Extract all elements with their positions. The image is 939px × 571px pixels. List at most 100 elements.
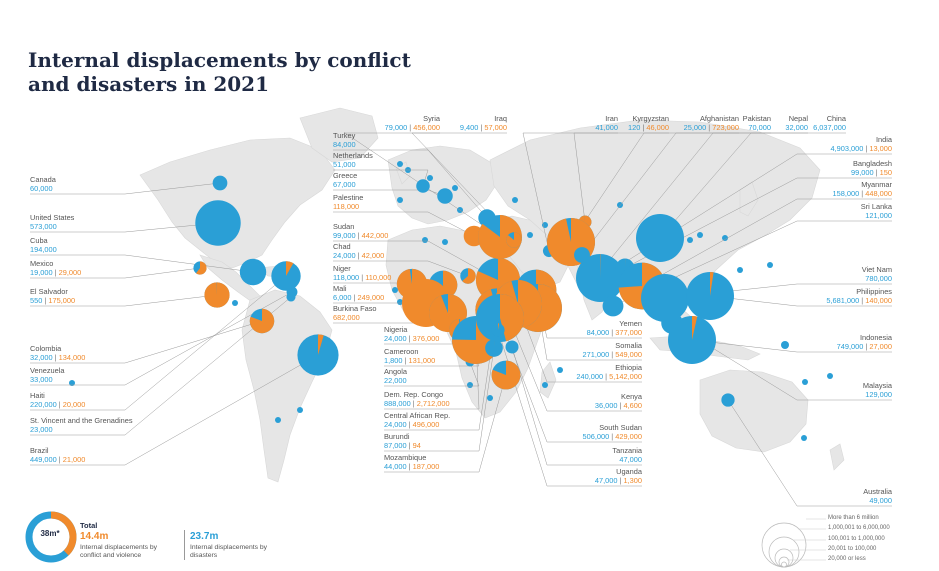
leader-line-brazil xyxy=(30,354,319,466)
disaster-value: 249,000 xyxy=(357,293,385,302)
disaster-value: 723,000 xyxy=(712,123,739,132)
country-values: 87,000 | 94 xyxy=(384,441,421,450)
country-name: Syria xyxy=(423,114,440,123)
country-name: United States xyxy=(30,213,75,222)
label-dr-congo: Dem. Rep. Congo 888,000 | 2,712,000 xyxy=(384,390,450,408)
minor-displacement-bubble xyxy=(442,239,448,245)
country-values: 84,000 xyxy=(333,140,356,149)
value-separator: | xyxy=(406,441,413,450)
legend-item-l: 1,000,001 to 6,000,000 xyxy=(828,525,890,531)
minor-displacement-bubble xyxy=(802,379,808,385)
value-separator: | xyxy=(56,400,63,409)
displacement-value: 682,000 xyxy=(333,313,360,322)
label-kyrgyzstan: Kyrgyzstan 120 | 46,000 xyxy=(628,114,669,132)
land-madagascar xyxy=(539,361,557,399)
disaster-value: 134,000 xyxy=(58,353,86,362)
country-name: Cameroon xyxy=(384,347,419,356)
country-values: 5,681,000 | 140,000 xyxy=(826,296,892,305)
minor-displacement-bubble xyxy=(827,373,833,379)
label-philippines: Philippines 5,681,000 | 140,000 xyxy=(826,287,892,305)
bubble-united-states xyxy=(195,200,241,246)
conflict-value: 6,000 xyxy=(333,293,352,302)
disaster-value: 57,000 xyxy=(484,123,507,132)
country-values: 682,000 xyxy=(333,313,377,322)
bubble-india xyxy=(576,254,624,302)
conflict-value: 24,000 xyxy=(333,251,356,260)
label-mexico: Mexico 19,000 | 29,000 xyxy=(30,259,81,277)
disaster-value: 187,000 xyxy=(412,462,440,471)
label-india: India 4,903,000 | 13,000 xyxy=(830,135,892,153)
leader-line-burundi xyxy=(384,347,495,452)
country-name: Afghanistan xyxy=(699,114,739,123)
leader-line-kenya xyxy=(510,322,642,412)
conflict-value: 99,000 xyxy=(851,168,874,177)
disaster-value: 175,000 xyxy=(48,296,76,305)
label-somalia: Somalia 271,000 | 549,000 xyxy=(583,341,642,359)
conflict-value: 44,000 xyxy=(384,462,407,471)
label-iraq: Iraq 9,400 | 57,000 xyxy=(460,114,507,132)
country-name: Sri Lanka xyxy=(860,202,892,211)
value-separator: | xyxy=(617,476,624,485)
country-values: 1,800 | 131,000 xyxy=(384,356,435,365)
size-legend: More than 6 million 1,000,001 to 6,000,0… xyxy=(760,512,930,570)
country-name: Myanmar xyxy=(861,180,892,189)
value-separator: | xyxy=(609,432,616,441)
bubble-layer xyxy=(193,175,735,407)
legend-circle-xl xyxy=(761,522,807,568)
conflict-value: 19,000 xyxy=(30,268,53,277)
country-name: Chad xyxy=(333,242,351,251)
country-name: Haiti xyxy=(30,391,45,400)
land-new-zealand xyxy=(829,443,845,471)
bubble-syria xyxy=(478,215,522,259)
value-separator: | xyxy=(859,296,866,305)
country-name: Yemen xyxy=(619,319,642,328)
value-separator: | xyxy=(617,401,624,410)
country-name: Nigeria xyxy=(384,325,408,334)
disaster-value: 131,000 xyxy=(408,356,436,365)
country-values: 121,000 xyxy=(861,211,892,220)
displacement-value: 121,000 xyxy=(865,211,892,220)
conflict-value: 36,000 xyxy=(594,401,618,410)
conflict-value: 749,000 xyxy=(836,342,864,351)
country-values: 24,000 | 496,000 xyxy=(384,420,450,429)
bubble-china xyxy=(636,214,684,262)
country-name: Tanzania xyxy=(612,446,642,455)
minor-displacement-bubble xyxy=(275,417,281,423)
legend-item-xs: 20,000 or less xyxy=(828,556,866,562)
value-separator: | xyxy=(359,273,366,282)
country-name: Viet Nam xyxy=(861,265,892,274)
conflict-value: 506,000 xyxy=(582,432,610,441)
conflict-value: 99,000 xyxy=(333,231,356,240)
disaster-value: 4,600 xyxy=(623,401,643,410)
country-values: 67,000 xyxy=(333,180,357,189)
minor-displacement-bubble xyxy=(767,262,773,268)
country-values: 47,000 | 1,300 xyxy=(595,476,642,485)
country-values: 24,000 | 376,000 xyxy=(384,334,439,343)
displacement-value: 194,000 xyxy=(30,245,57,254)
disaster-value: 13,000 xyxy=(869,144,892,153)
country-values: 19,000 | 29,000 xyxy=(30,268,81,277)
country-values: 70,000 xyxy=(743,123,771,132)
leader-line-haiti xyxy=(30,275,287,411)
donut-conflict-arc xyxy=(50,511,77,556)
country-name: Colombia xyxy=(30,344,62,353)
label-haiti: Haiti 220,000 | 20,000 xyxy=(30,391,85,409)
country-values: 120 | 46,000 xyxy=(628,123,669,132)
label-uganda: Uganda 47,000 | 1,300 xyxy=(595,467,642,485)
country-name: Indonesia xyxy=(859,333,892,342)
label-turkey: Turkey 84,000 xyxy=(333,131,356,149)
disaster-value: 140,000 xyxy=(865,296,892,305)
legend-circle-xs xyxy=(781,561,787,568)
disaster-value: 2,712,000 xyxy=(416,399,450,408)
minor-displacement-bubble xyxy=(452,185,458,191)
land-europe xyxy=(387,145,499,225)
value-separator: | xyxy=(407,123,414,132)
land-north-america xyxy=(139,137,336,269)
size-legend-circles xyxy=(761,518,826,568)
value-separator: | xyxy=(52,353,59,362)
value-separator: | xyxy=(406,420,413,429)
country-name: Bangladesh xyxy=(852,159,892,168)
bubble-philippines xyxy=(686,272,734,320)
summary-panel: 38m* Total 14.4m Internal displacements … xyxy=(24,510,284,565)
minor-displacement-bubble xyxy=(427,175,433,181)
